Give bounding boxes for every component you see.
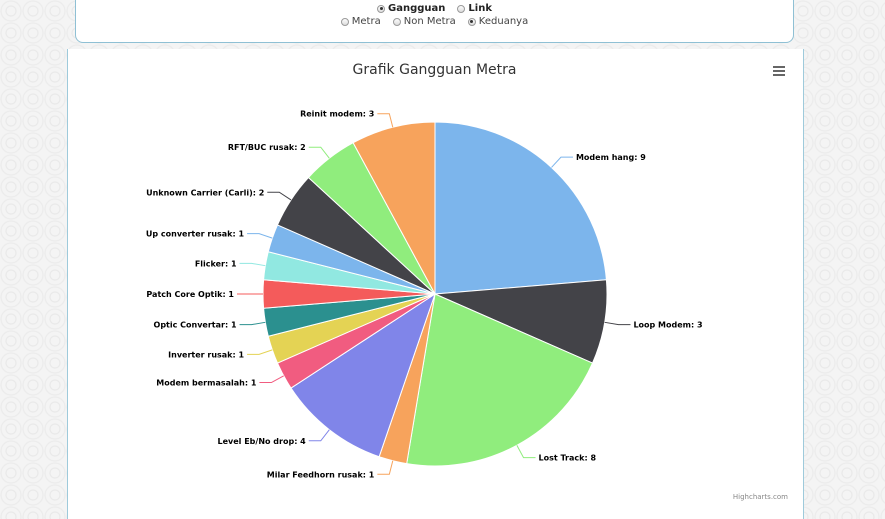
data-label-11: Unknown Carrier (Carli): 2: [146, 188, 264, 197]
radio-keduanya-circle[interactable]: [467, 17, 476, 26]
pie-slice-4[interactable]: [290, 292, 436, 458]
data-label-3: Milar Feedhorn rusak: 1: [267, 470, 375, 479]
connector-line-1: [604, 321, 631, 326]
radio-gangguan[interactable]: Gangguan: [377, 3, 445, 14]
radio-metra[interactable]: Metra: [340, 16, 381, 27]
radio-link[interactable]: Link: [457, 3, 492, 14]
pie-slice-13[interactable]: [352, 121, 436, 295]
data-label-9: Flicker: 1: [195, 259, 237, 268]
radio-link-label: Link: [468, 3, 492, 14]
radio-metra-label: Metra: [351, 16, 381, 27]
data-label-13: Reinit modem: 3: [300, 110, 374, 119]
radio-non-metra-label: Non Metra: [403, 16, 456, 27]
pie-slice-2[interactable]: [406, 293, 594, 467]
connector-line-5: [259, 375, 284, 384]
data-label-12: RFT/BUC rusak: 2: [228, 143, 306, 152]
radio-non-metra[interactable]: Non Metra: [392, 16, 456, 27]
connector-line-9: [239, 262, 266, 267]
connector-line-3: [377, 460, 394, 475]
hamburger-menu-icon[interactable]: [773, 66, 785, 76]
data-label-5: Modem bermasalah: 1: [156, 379, 257, 388]
data-label-4: Level Eb/No drop: 4: [218, 437, 307, 446]
data-label-0: Modem hang: 9: [576, 153, 646, 162]
connector-line-6: [247, 349, 273, 355]
radio-keduanya-label: Keduanya: [478, 16, 529, 27]
radio-gangguan-circle[interactable]: [377, 4, 386, 13]
scope-radio-group: Metra Non Metra Keduanya: [76, 16, 793, 27]
chart-title: Grafik Gangguan Metra: [352, 62, 517, 78]
connector-line-11: [267, 191, 292, 201]
filter-panel: Gangguan Link Metra Non Metra Keduanya: [75, 0, 794, 43]
data-label-2: Lost Track: 8: [539, 454, 597, 463]
connector-line-4: [308, 429, 330, 442]
radio-gangguan-label: Gangguan: [388, 3, 446, 14]
radio-keduanya[interactable]: Keduanya: [467, 16, 529, 27]
highcharts-credit[interactable]: Highcharts.com: [732, 493, 788, 501]
connector-line-13: [377, 113, 394, 128]
connector-line-2: [516, 445, 536, 459]
data-label-1: Loop Modem: 3: [633, 321, 702, 330]
connector-line-7: [239, 321, 266, 326]
data-label-8: Patch Core Optik: 1: [146, 290, 234, 299]
connector-line-0: [551, 156, 573, 168]
data-label-6: Inverter rusak: 1: [168, 350, 244, 359]
pie-chart: Modem hang: 9 Loop Modem: 3 Lost Track: 8 M…: [146, 110, 703, 480]
data-label-10: Up converter rusak: 1: [146, 230, 245, 239]
radio-link-circle[interactable]: [457, 4, 466, 13]
connector-line-10: [247, 233, 273, 239]
radio-metra-circle[interactable]: [340, 17, 349, 26]
connector-line-12: [308, 146, 330, 159]
data-label-7: Optic Convertar: 1: [154, 321, 237, 330]
type-radio-group: Gangguan Link: [76, 3, 793, 14]
pie-slice-0[interactable]: [434, 121, 607, 295]
radio-non-metra-circle[interactable]: [392, 17, 401, 26]
